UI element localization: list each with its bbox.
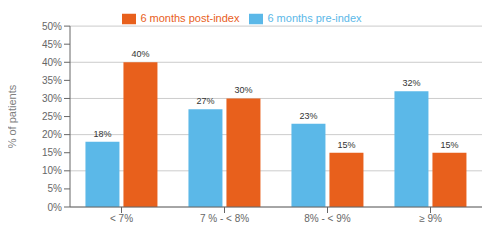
svg-text:20%: 20% bbox=[42, 129, 62, 140]
svg-text:15%: 15% bbox=[440, 140, 458, 150]
svg-text:32%: 32% bbox=[402, 78, 420, 88]
html-text:6 months post-index: 6 months post-index bbox=[140, 12, 240, 24]
svg-text:30%: 30% bbox=[234, 85, 252, 95]
svg-text:< 7%: < 7% bbox=[110, 213, 133, 224]
svg-text:23%: 23% bbox=[299, 111, 317, 121]
svg-text:35%: 35% bbox=[42, 75, 62, 86]
svg-text:8% - < 9%: 8% - < 9% bbox=[304, 213, 351, 224]
svg-text:40%: 40% bbox=[42, 57, 62, 68]
svg-text:15%: 15% bbox=[337, 140, 355, 150]
html-text:6 months pre-index: 6 months pre-index bbox=[267, 12, 362, 24]
svg-text:30%: 30% bbox=[42, 93, 62, 104]
svg-text:10%: 10% bbox=[42, 165, 62, 176]
svg-text:50%: 50% bbox=[42, 21, 62, 32]
svg-text:5%: 5% bbox=[48, 183, 63, 194]
svg-text:45%: 45% bbox=[42, 39, 62, 50]
svg-text:15%: 15% bbox=[42, 147, 62, 158]
svg-text:25%: 25% bbox=[42, 111, 62, 122]
svg-text:0%: 0% bbox=[48, 202, 63, 213]
svg-text:27%: 27% bbox=[196, 96, 214, 106]
svg-text:18%: 18% bbox=[93, 129, 111, 139]
svg-text:40%: 40% bbox=[131, 49, 149, 59]
svg-text:% of patients: % of patients bbox=[8, 84, 18, 148]
svg-text:≥ 9%: ≥ 9% bbox=[419, 213, 442, 224]
svg-text:7 % - < 8%: 7 % - < 8% bbox=[200, 213, 249, 224]
